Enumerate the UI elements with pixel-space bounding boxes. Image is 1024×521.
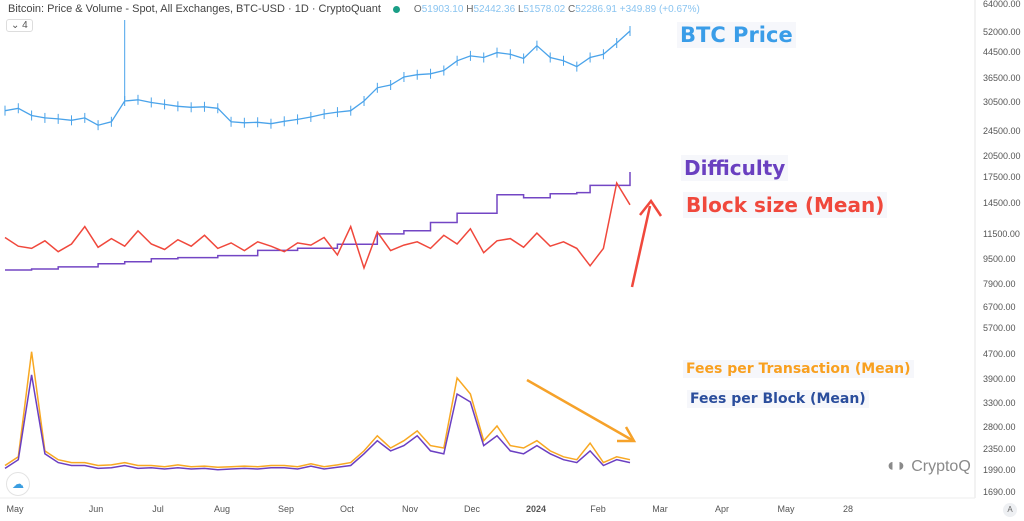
btc-price-line	[4, 30, 631, 126]
auto-scale-button[interactable]: A	[1003, 503, 1017, 517]
x-tick-label: Apr	[715, 504, 729, 514]
difficulty-line	[5, 172, 631, 271]
y-tick-label: 5700.00	[983, 323, 1016, 333]
y-tick-label: 1690.00	[983, 487, 1016, 497]
fees-per-block-annotation: Fees per Block (Mean)	[687, 390, 869, 408]
block-size-mean-line	[4, 180, 631, 271]
fees-per-transaction-mean-line	[4, 351, 631, 469]
y-tick-label: 17500.00	[983, 172, 1021, 182]
y-tick-label: 20500.00	[983, 151, 1021, 161]
red-up-arrow	[630, 198, 663, 288]
y-tick-label: 44500.00	[983, 47, 1021, 57]
collapse-indicators-button[interactable]: ⌄ 4	[6, 19, 33, 32]
y-tick-label: 3900.00	[983, 374, 1016, 384]
x-tick-label: Jul	[152, 504, 164, 514]
low-value: 51578.02	[523, 3, 566, 15]
chart-title: Bitcoin: Price & Volume - Spot, All Exch…	[8, 3, 381, 15]
x-tick-label: May	[6, 504, 24, 514]
open-label: O	[413, 3, 422, 15]
y-tick-label: 11500.00	[983, 229, 1020, 239]
x-tick-label: 28	[843, 504, 853, 514]
y-tick-label: 52000.00	[983, 27, 1021, 37]
change-value: +349.89 (+0.67%)	[619, 3, 700, 15]
x-tick-label: May	[777, 504, 795, 514]
y-tick-label: 2350.00	[983, 444, 1016, 454]
difficulty-annotation: Difficulty	[681, 155, 789, 181]
cryptoquant-watermark: ◖◗ CryptoQ	[885, 455, 971, 475]
y-tick-label: 3300.00	[983, 398, 1016, 408]
x-tick-label: Jun	[89, 504, 104, 514]
y-tick-label: 9500.00	[983, 254, 1016, 264]
ohlc-readout: O51903.10 H52442.36 L51578.02 C52286.91 …	[414, 4, 700, 15]
x-tick-label: Feb	[590, 504, 606, 514]
y-tick-label: 1990.00	[983, 465, 1016, 475]
cryptoquant-logo-button[interactable]: ☁	[6, 472, 30, 496]
y-tick-label: 6700.00	[983, 302, 1016, 312]
x-tick-label: Nov	[402, 504, 419, 514]
chart-legend-header: Bitcoin: Price & Volume - Spot, All Exch…	[8, 3, 700, 15]
y-tick-label: 36500.00	[983, 73, 1021, 83]
y-tick-label: 14500.00	[983, 198, 1021, 208]
x-tick-label: Oct	[340, 504, 355, 514]
block-size-annotation: Block size (Mean)	[683, 192, 888, 218]
y-tick-label: 64000.00	[983, 0, 1021, 9]
orange-down-arrow	[526, 378, 637, 443]
market-status-icon	[392, 5, 400, 13]
y-tick-label: 24500.00	[983, 126, 1021, 136]
y-tick-label: 4700.00	[983, 349, 1016, 359]
y-tick-label: 30500.00	[983, 97, 1021, 107]
fees-per-transaction-annotation: Fees per Transaction (Mean)	[683, 360, 914, 378]
fees-per-block-mean-line	[4, 374, 631, 471]
open-value: 51903.10	[421, 3, 464, 15]
btc-price-annotation: BTC Price	[677, 22, 796, 48]
low-label: L	[517, 3, 524, 15]
close-value: 52286.91	[575, 3, 617, 15]
x-tick-label: Dec	[464, 504, 481, 514]
close-label: C	[568, 3, 576, 15]
high-value: 52442.36	[473, 3, 516, 15]
y-tick-label: 2800.00	[983, 422, 1016, 432]
x-tick-label: 2024	[526, 504, 546, 514]
x-tick-label: Mar	[652, 504, 668, 514]
y-tick-label: 7900.00	[983, 279, 1016, 289]
x-tick-label: Sep	[278, 504, 294, 514]
high-label: H	[466, 3, 474, 15]
x-tick-label: Aug	[214, 504, 230, 514]
